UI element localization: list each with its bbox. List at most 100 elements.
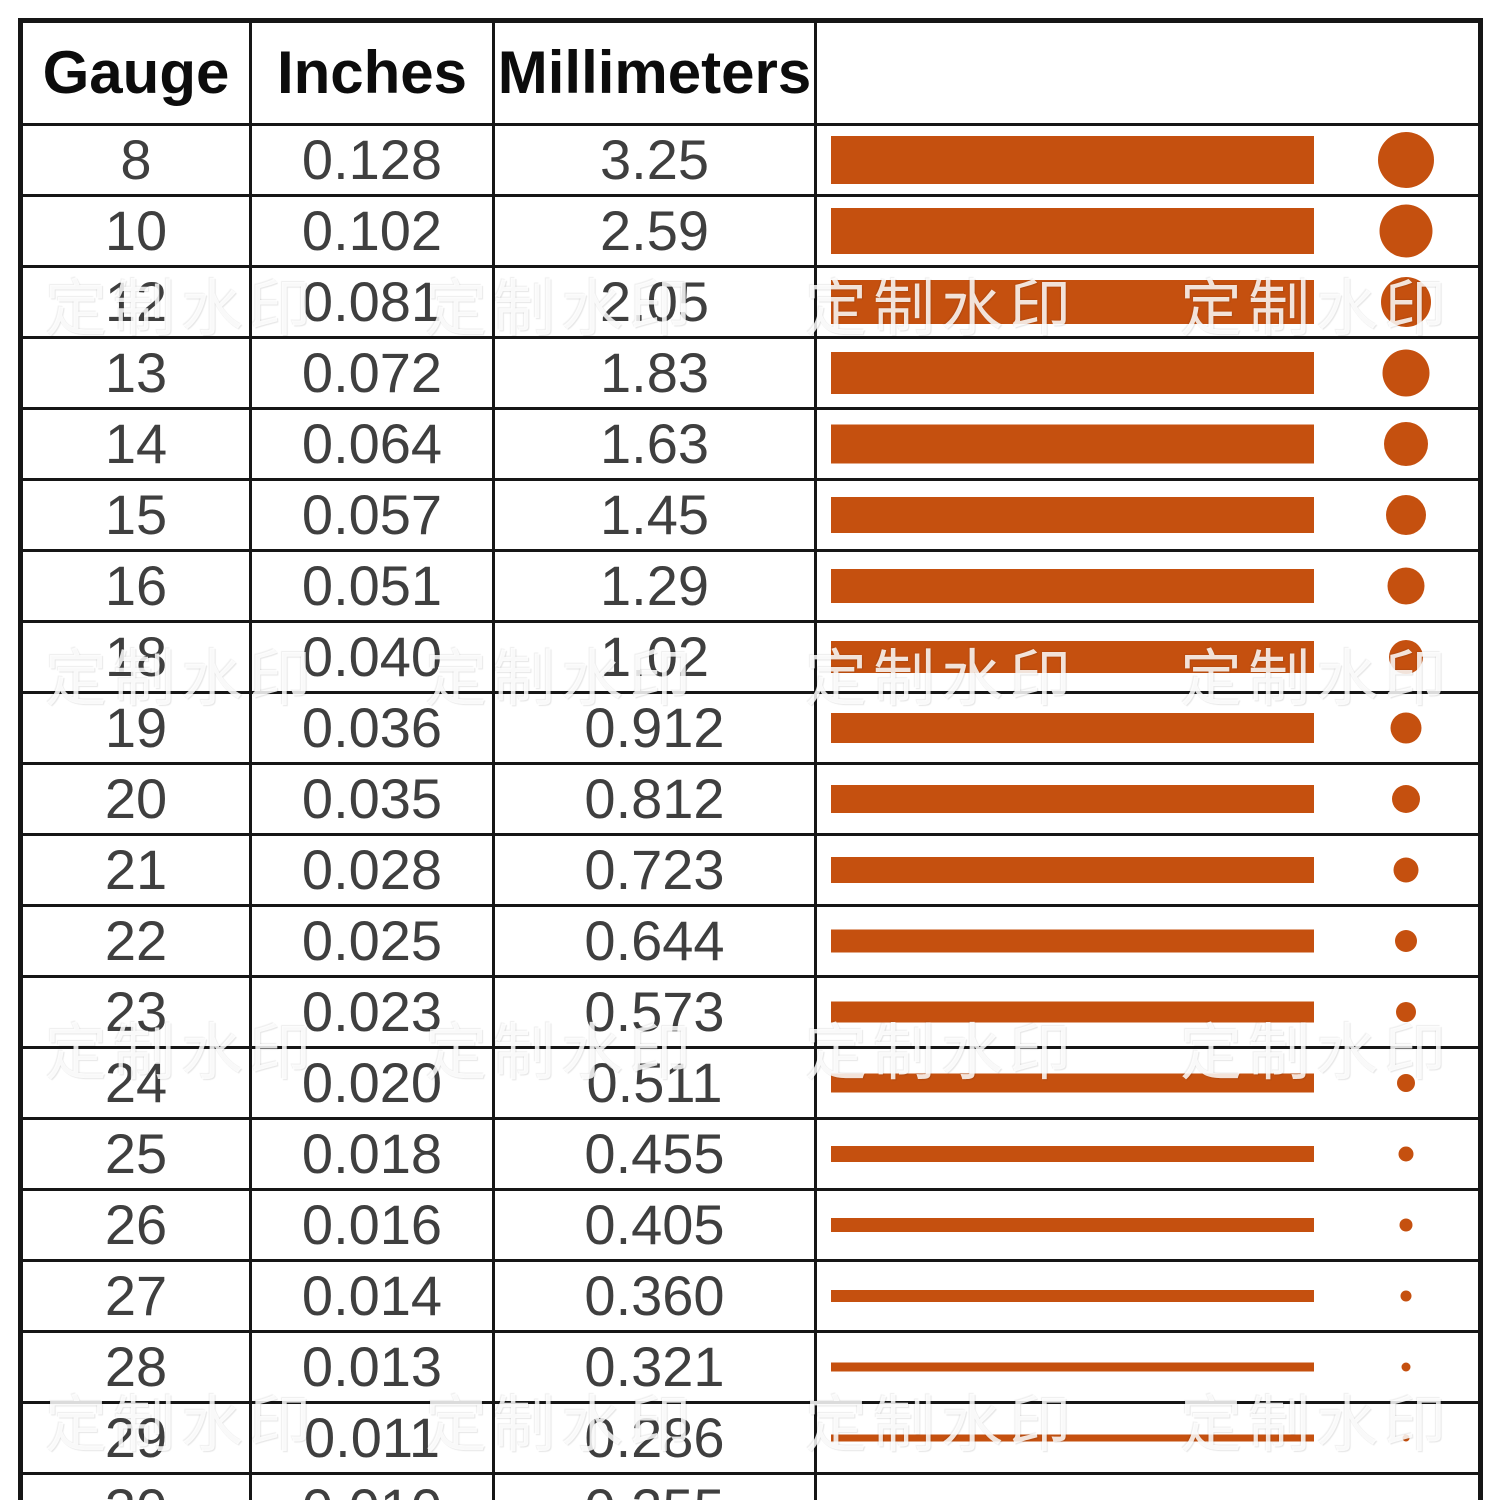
mm-cell: 2.59 (492, 194, 817, 268)
wire-size-cell (814, 336, 1482, 410)
inches-cell: 0.072 (249, 336, 495, 410)
table-row: 13 0.072 1.83 (19, 336, 1482, 410)
col-header-millimeters: Millimeters (492, 19, 817, 126)
mm-cell: 0.723 (492, 833, 817, 907)
table-row: 24 0.020 0.511 (19, 1046, 1482, 1120)
wire-thickness-bar (831, 1146, 1314, 1162)
gauge-cell: 8 (19, 123, 252, 197)
wire-thickness-bar (831, 352, 1314, 394)
wire-thickness-bar (831, 641, 1314, 673)
mm-cell: 0.573 (492, 975, 817, 1049)
inches-cell: 0.128 (249, 123, 495, 197)
wire-thickness-bar (831, 785, 1314, 813)
inches-cell: 0.010 (249, 1472, 495, 1500)
header-row: Gauge Inches Millimeters (19, 19, 1482, 126)
wire-cross-section-dot (1399, 1218, 1413, 1232)
wire-size-cell (814, 549, 1482, 623)
col-header-illustration (814, 19, 1482, 126)
inches-cell: 0.028 (249, 833, 495, 907)
gauge-cell: 14 (19, 407, 252, 481)
inches-cell: 0.023 (249, 975, 495, 1049)
wire-thickness-bar (831, 1362, 1314, 1372)
wire-size-cell (814, 1046, 1482, 1120)
wire-cross-section-dot (1378, 132, 1434, 188)
mm-cell: 0.255 (492, 1472, 817, 1500)
inches-cell: 0.011 (249, 1401, 495, 1475)
table-row: 14 0.064 1.63 (19, 407, 1482, 481)
col-header-gauge: Gauge (19, 19, 252, 126)
table-row: 18 0.040 1.02 (19, 620, 1482, 694)
gauge-cell: 24 (19, 1046, 252, 1120)
wire-cross-section-dot (1379, 204, 1433, 258)
table-row: 21 0.028 0.723 (19, 833, 1482, 907)
gauge-cell: 18 (19, 620, 252, 694)
wire-size-cell (814, 123, 1482, 197)
wire-cross-section-dot (1398, 1146, 1414, 1162)
wire-thickness-bar (831, 929, 1314, 953)
wire-size-cell (814, 478, 1482, 552)
wire-thickness-bar (831, 208, 1314, 254)
wire-cross-section-dot (1402, 1434, 1410, 1442)
wire-cross-section-dot (1395, 930, 1417, 952)
inches-cell: 0.020 (249, 1046, 495, 1120)
gauge-cell: 27 (19, 1259, 252, 1333)
wire-cross-section-dot (1382, 349, 1430, 397)
wire-size-cell (814, 1259, 1482, 1333)
wire-size-cell (814, 1188, 1482, 1262)
gauge-cell: 12 (19, 265, 252, 339)
wire-thickness-bar (831, 713, 1314, 743)
wire-thickness-bar (831, 1218, 1314, 1232)
wire-thickness-bar (831, 857, 1314, 883)
wire-size-cell (814, 194, 1482, 268)
mm-cell: 0.912 (492, 691, 817, 765)
wire-size-cell (814, 975, 1482, 1049)
wire-cross-section-dot (1401, 1362, 1411, 1372)
gauge-cell: 15 (19, 478, 252, 552)
gauge-cell: 22 (19, 904, 252, 978)
wire-thickness-bar (831, 1073, 1314, 1093)
table-body: 8 0.128 3.25 10 0.102 2.59 12 0.081 2.05… (19, 123, 1482, 1500)
wire-size-cell (814, 1117, 1482, 1191)
inches-cell: 0.016 (249, 1188, 495, 1262)
table-row: 25 0.018 0.455 (19, 1117, 1482, 1191)
wire-size-cell (814, 265, 1482, 339)
inches-cell: 0.014 (249, 1259, 495, 1333)
wire-thickness-bar (831, 1290, 1314, 1302)
inches-cell: 0.025 (249, 904, 495, 978)
col-header-inches: Inches (249, 19, 495, 126)
mm-cell: 0.405 (492, 1188, 817, 1262)
inches-cell: 0.036 (249, 691, 495, 765)
wire-size-cell (814, 1401, 1482, 1475)
table-row: 16 0.051 1.29 (19, 549, 1482, 623)
wire-thickness-bar (831, 1434, 1314, 1442)
gauge-cell: 13 (19, 336, 252, 410)
gauge-cell: 30 (19, 1472, 252, 1500)
wire-size-cell (814, 1472, 1482, 1500)
table-row: 12 0.081 2.05 (19, 265, 1482, 339)
inches-cell: 0.057 (249, 478, 495, 552)
gauge-cell: 19 (19, 691, 252, 765)
inches-cell: 0.035 (249, 762, 495, 836)
inches-cell: 0.013 (249, 1330, 495, 1404)
mm-cell: 0.511 (492, 1046, 817, 1120)
mm-cell: 3.25 (492, 123, 817, 197)
wire-cross-section-dot (1400, 1290, 1412, 1302)
wire-gauge-table: Gauge Inches Millimeters 8 0.128 3.25 10… (18, 18, 1483, 1500)
table-row: 19 0.036 0.912 (19, 691, 1482, 765)
mm-cell: 0.644 (492, 904, 817, 978)
table-header: Gauge Inches Millimeters (19, 19, 1482, 126)
mm-cell: 0.286 (492, 1401, 817, 1475)
table-row: 10 0.102 2.59 (19, 194, 1482, 268)
table-row: 26 0.016 0.405 (19, 1188, 1482, 1262)
inches-cell: 0.018 (249, 1117, 495, 1191)
table-row: 20 0.035 0.812 (19, 762, 1482, 836)
mm-cell: 1.63 (492, 407, 817, 481)
table-row: 27 0.014 0.360 (19, 1259, 1482, 1333)
wire-size-cell (814, 762, 1482, 836)
mm-cell: 1.29 (492, 549, 817, 623)
mm-cell: 0.321 (492, 1330, 817, 1404)
wire-thickness-bar (831, 424, 1314, 464)
mm-cell: 1.83 (492, 336, 817, 410)
gauge-cell: 28 (19, 1330, 252, 1404)
wire-size-cell (814, 904, 1482, 978)
